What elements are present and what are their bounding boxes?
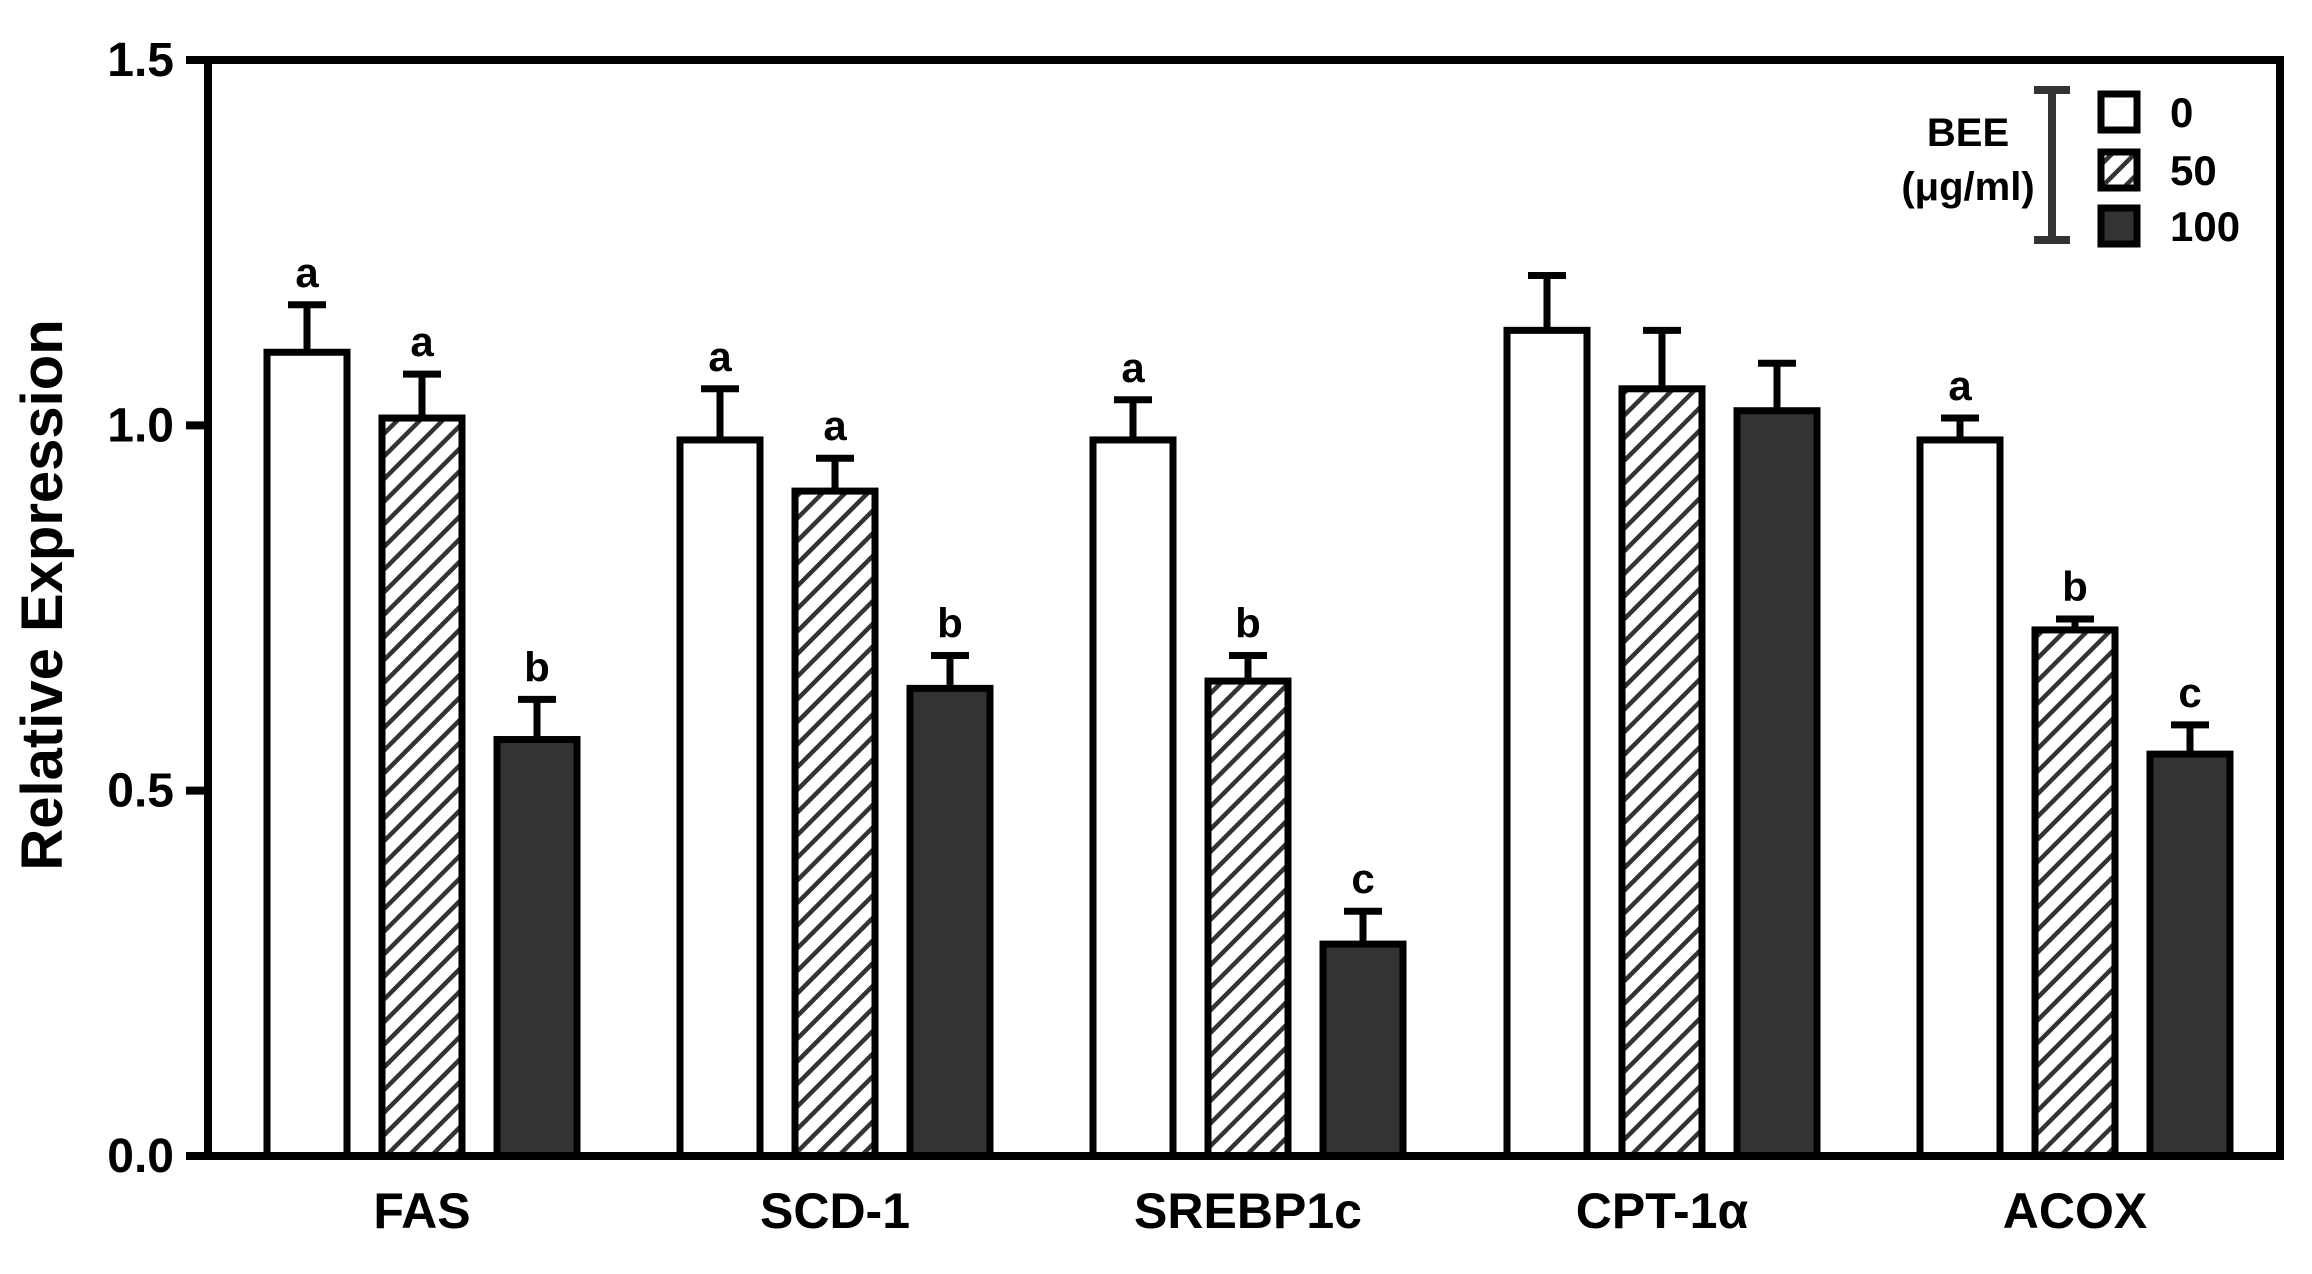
bar-100-SREBP1c (1319, 940, 1407, 1160)
y-axis-ticks: 0.0 0.5 1.0 1.5 (107, 34, 208, 1183)
bar-50-SREBP1c (1204, 677, 1292, 1160)
x-tick-label-2: SREBP1c (1134, 1183, 1362, 1239)
significance-letter-50-SREBP1c: b (1235, 599, 1261, 646)
significance-letter-50-FAS: a (410, 318, 434, 365)
significance-letter-50-SCD-1: a (823, 402, 847, 449)
bar-0-ACOX (1916, 436, 2004, 1160)
significance-letter-100-ACOX: c (2178, 669, 2201, 716)
x-axis-labels: FAS SCD-1 SREBP1c CPT-1α ACOX (373, 1183, 2147, 1239)
bar-0-SREBP1c (1089, 436, 1177, 1160)
bar-50-ACOX (2031, 626, 2119, 1160)
bar-100-ACOX (2146, 750, 2234, 1160)
bar-50-SCD-1 (791, 487, 879, 1160)
bar-0-SCD-1 (676, 436, 764, 1160)
bar-100-CPT-1α (1733, 407, 1821, 1160)
significance-letter-50-ACOX: b (2062, 563, 2088, 610)
x-tick-label-4: ACOX (2003, 1183, 2147, 1239)
bar-100-FAS (493, 736, 581, 1160)
bar-50-CPT-1α (1618, 385, 1706, 1160)
y-tick-label-2: 1.0 (107, 399, 174, 452)
y-axis-label: Relative Expression (10, 319, 75, 870)
significance-letter-0-ACOX: a (1948, 362, 1972, 409)
y-tick-label-0: 0.0 (107, 1130, 174, 1183)
legend-label-0: 0 (2170, 89, 2193, 136)
legend-label-50: 50 (2170, 147, 2217, 194)
significance-letter-100-FAS: b (524, 643, 550, 690)
significance-letter-100-SCD-1: b (937, 599, 963, 646)
legend-title-line1: BEE (1927, 111, 2009, 155)
chart-marks: a a b a a b a b c a b c (263, 249, 2234, 1160)
legend-bracket (2034, 86, 2070, 244)
legend-label-100: 100 (2170, 203, 2240, 250)
bar-100-SCD-1 (906, 684, 994, 1160)
significance-letter-0-SCD-1: a (708, 333, 732, 380)
significance-letter-0-FAS: a (295, 249, 319, 296)
y-tick-label-3: 1.5 (107, 34, 174, 87)
significance-letter-0-SREBP1c: a (1121, 344, 1145, 391)
y-tick-label-1: 0.5 (107, 765, 174, 818)
bar-0-CPT-1α (1503, 326, 1591, 1160)
plot-border (204, 56, 2284, 1160)
bar-0-FAS (263, 348, 351, 1160)
legend-entries: 0 50 100 (2097, 89, 2240, 250)
x-tick-label-0: FAS (373, 1183, 470, 1239)
x-tick-label-3: CPT-1α (1576, 1183, 1749, 1239)
plot-frame (204, 56, 2284, 1160)
significance-letter-100-SREBP1c: c (1351, 855, 1374, 902)
legend-swatch-0 (2097, 90, 2141, 134)
legend: BEE (μg/ml) 0 50 100 (1901, 86, 2240, 250)
legend-swatch-50 (2097, 148, 2141, 192)
bar-50-FAS (378, 414, 466, 1160)
x-tick-label-1: SCD-1 (760, 1183, 910, 1239)
legend-swatch-100 (2097, 204, 2141, 248)
legend-title-line2: (μg/ml) (1901, 165, 2034, 209)
